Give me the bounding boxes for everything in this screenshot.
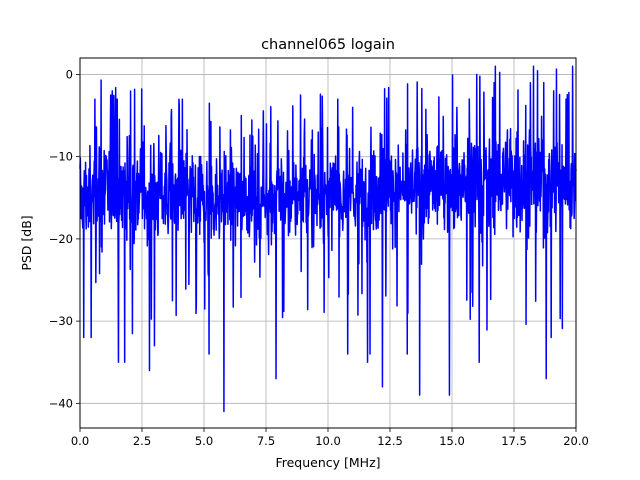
- y-tick-label: −30: [49, 314, 73, 328]
- y-axis-label: PSD [dB]: [19, 215, 34, 270]
- x-axis: 0.0 2.5 5.0 7.5 10.0 12.5 15.0 17.5 20.0: [71, 428, 589, 448]
- x-axis-label: Frequency [MHz]: [275, 455, 380, 470]
- x-tick-label: 10.0: [315, 434, 341, 448]
- y-tick-label: 0: [66, 67, 73, 81]
- y-axis: 0 −10 −20 −30 −40: [49, 67, 80, 410]
- x-tick-label: 0.0: [71, 434, 89, 448]
- x-tick-label: 15.0: [439, 434, 465, 448]
- y-tick-label: −20: [49, 232, 73, 246]
- x-tick-label: 7.5: [257, 434, 275, 448]
- plot-area: [79, 65, 577, 413]
- chart-title: channel065 logain: [261, 37, 395, 53]
- y-tick-label: −40: [49, 396, 73, 410]
- x-tick-label: 2.5: [133, 434, 151, 448]
- psd-series-line: [79, 65, 577, 413]
- x-tick-label: 20.0: [563, 434, 589, 448]
- x-tick-label: 5.0: [195, 434, 213, 448]
- y-tick-label: −10: [49, 150, 73, 164]
- x-tick-label: 12.5: [377, 434, 403, 448]
- x-tick-label: 17.5: [501, 434, 527, 448]
